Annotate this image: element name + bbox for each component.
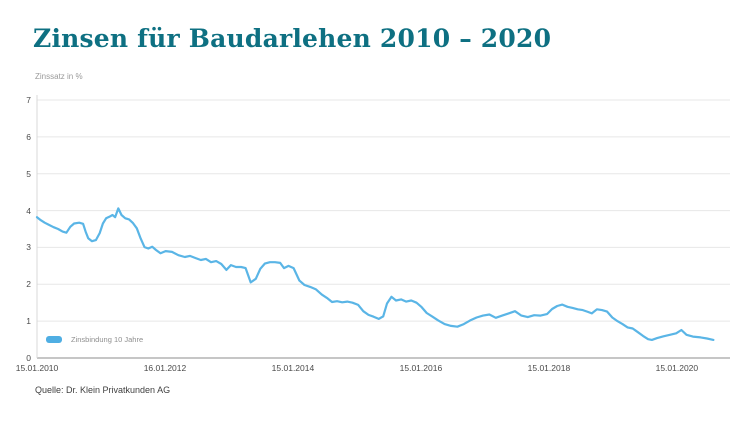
page-title: Zinsen für Baudarlehen 2010 – 2020 (33, 24, 552, 53)
chart-legend: Zinsbindung 10 Jahre (46, 335, 143, 344)
y-tick-label: 7 (26, 95, 31, 105)
x-tick-label: 16.01.2012 (143, 363, 187, 373)
source-caption: Quelle: Dr. Klein Privatkunden AG (35, 385, 171, 395)
legend-swatch-icon (46, 336, 62, 343)
y-tick-label: 0 (26, 353, 31, 363)
x-tick-label: 15.01.2014 (271, 363, 315, 373)
y-tick-label: 3 (26, 242, 31, 253)
y-tick-label: 1 (26, 316, 31, 327)
y-tick-label: 2 (26, 279, 31, 290)
x-tick-label: 15.01.2020 (655, 363, 699, 373)
legend-label: Zinsbindung 10 Jahre (71, 335, 144, 344)
x-tick-label: 15.01.2016 (399, 363, 443, 373)
y-tick-label: 4 (26, 205, 31, 216)
y-tick-label: 6 (26, 131, 31, 142)
y-tick-label: 5 (26, 168, 31, 179)
series-line (35, 207, 715, 341)
x-tick-label: 15.01.2018 (527, 363, 571, 373)
y-axis-title: Zinssatz in % (35, 72, 83, 81)
x-tick-label: 15.01.2010 (15, 363, 59, 373)
